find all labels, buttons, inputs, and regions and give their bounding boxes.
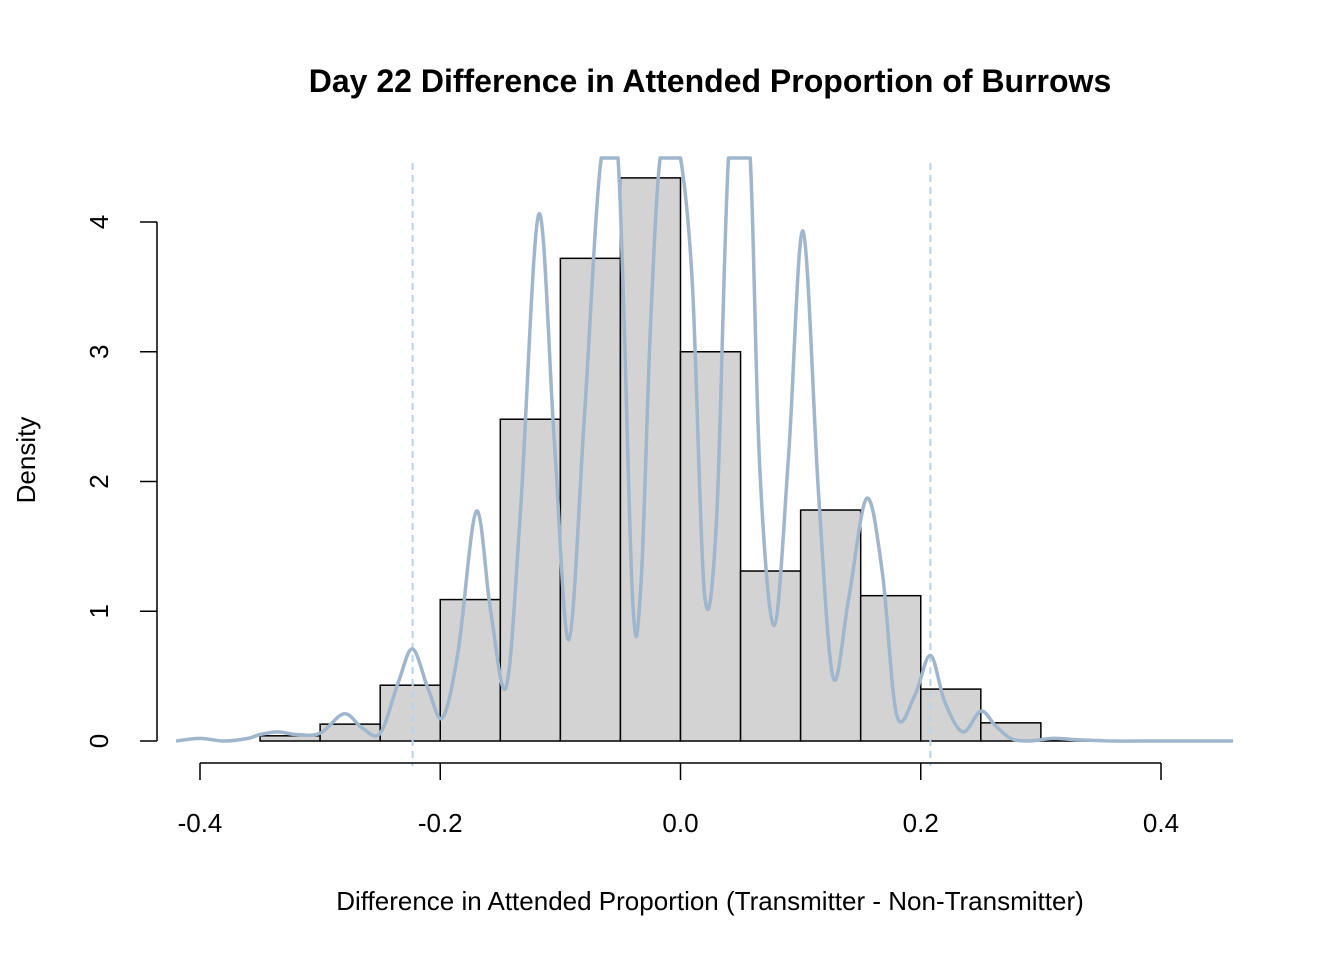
chart-title: Day 22 Difference in Attended Proportion… (309, 63, 1111, 99)
y-tick-label: 1 (84, 604, 114, 618)
histogram-bar (499, 418, 562, 742)
x-tick-label: 0.0 (662, 808, 698, 838)
x-axis: -0.4 -0.2 0.0 0.2 0.4 (178, 762, 1179, 838)
y-tick-label: 2 (84, 474, 114, 488)
x-tick-label: -0.4 (178, 808, 223, 838)
histogram-bar (799, 509, 862, 742)
y-axis-label: Density (11, 417, 41, 504)
histogram-bar (439, 598, 502, 742)
x-tick-label: -0.2 (418, 808, 463, 838)
y-axis: 0 1 2 3 4 (84, 215, 158, 748)
x-tick-label: 0.2 (903, 808, 939, 838)
y-tick-label: 0 (84, 734, 114, 748)
x-tick-label: 0.4 (1143, 808, 1179, 838)
histogram-bar (679, 351, 742, 742)
y-tick-label: 4 (84, 215, 114, 229)
y-tick-label: 3 (84, 345, 114, 359)
reference-lines (411, 163, 932, 766)
histogram-bar (619, 177, 682, 742)
histogram-bar (739, 570, 802, 742)
density-curve (175, 156, 1234, 743)
x-axis-label: Difference in Attended Proportion (Trans… (336, 886, 1084, 916)
